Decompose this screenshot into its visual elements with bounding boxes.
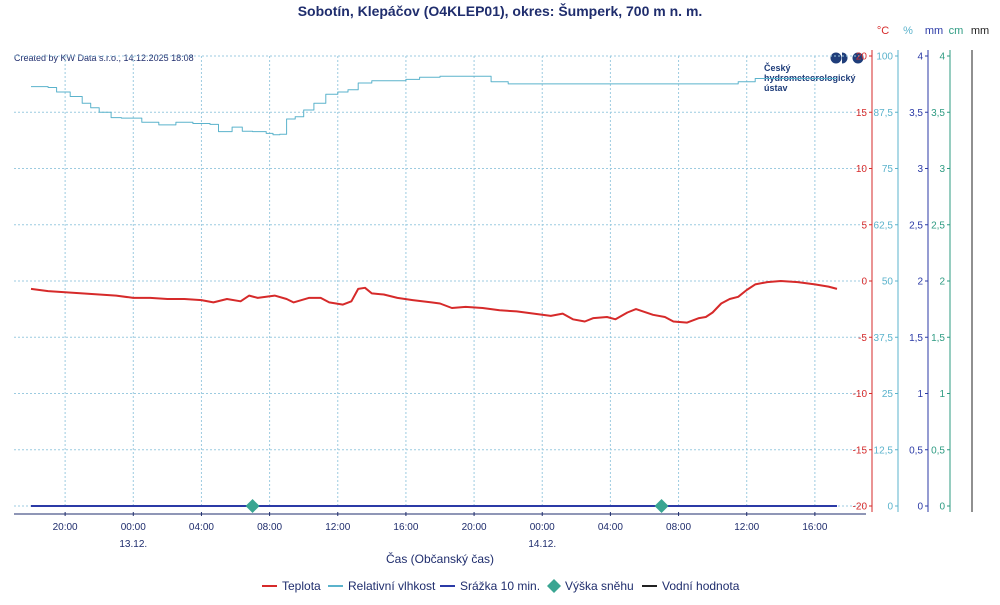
y-axis-unit: mm: [925, 25, 943, 37]
y-tick-label: 3: [917, 164, 923, 175]
x-tick-label: 16:00: [393, 522, 418, 533]
logo-line-1: Český: [764, 62, 791, 73]
y-tick-label: 0: [861, 277, 867, 288]
legend-label: Srážka 10 min.: [460, 579, 540, 593]
x-tick-label: 20:00: [53, 522, 78, 533]
legend-label: Vodní hodnota: [662, 579, 740, 593]
y-tick-label: 4: [917, 52, 923, 63]
y-tick-label: 100: [876, 52, 893, 63]
credit-text: Created by KW Data s.r.o., 14.12.2025 18…: [14, 53, 194, 63]
series-line-relativn-vlhkost: [31, 75, 837, 136]
y-tick-label: 10: [856, 164, 868, 175]
chart-title: Sobotín, Klepáčov (O4KLEP01), okres: Šum…: [298, 2, 703, 19]
y-tick-label: 0,5: [931, 445, 945, 456]
y-tick-label: 1: [939, 389, 945, 400]
y-tick-label: 2,5: [931, 220, 945, 231]
y-tick-label: 37,5: [874, 333, 894, 344]
y-axis-unit: °C: [877, 25, 889, 37]
y-tick-label: -20: [853, 502, 868, 513]
legend-label: Teplota: [282, 579, 321, 593]
legend-label: Výška sněhu: [565, 579, 634, 593]
y-axis-unit: %: [903, 25, 913, 37]
x-tick-label: 08:00: [666, 522, 691, 533]
x-tick-label: 04:00: [598, 522, 623, 533]
snow-depth-marker: [654, 499, 669, 513]
y-tick-label: 2: [939, 277, 945, 288]
chmi-logo: Český hydrometeorologický ústav: [764, 52, 864, 93]
series-line-teplota: [30, 280, 838, 324]
x-tick-label: 16:00: [802, 522, 827, 533]
legend-label: Relativní vlhkost: [348, 579, 436, 593]
y-tick-label: 1: [917, 389, 923, 400]
axes: 20:00 00:00 13.12. 04:00 08:00 12:00 16:00 20:0…: [14, 25, 989, 550]
y-tick-label: 1,5: [909, 333, 923, 344]
y-tick-label: 25: [882, 389, 894, 400]
snow-depth-marker: [245, 499, 260, 513]
series-layer: [30, 75, 838, 513]
y-tick-label: 1,5: [931, 333, 945, 344]
y-tick-label: 3: [939, 164, 945, 175]
x-axis-label: Čas (Občanský čas): [386, 551, 494, 566]
y-tick-label: 0: [887, 502, 893, 513]
y-tick-label: 50: [882, 277, 894, 288]
x-tick-label: 00:00: [530, 522, 555, 533]
y-tick-label: 15: [856, 108, 868, 119]
y-tick-label: 75: [882, 164, 894, 175]
x-tick-label: 12:00: [325, 522, 350, 533]
logo-dot-left: [830, 52, 842, 64]
y-tick-label: 3,5: [931, 108, 945, 119]
legend: Teplota Relativní vlhkost Srážka 10 min. Vý…: [262, 579, 740, 593]
x-tick-label: 12:00: [734, 522, 759, 533]
y-tick-label: -10: [853, 389, 868, 400]
y-tick-label: 3,5: [909, 108, 923, 119]
y-tick-label: 0: [939, 502, 945, 513]
grid: [14, 55, 866, 507]
y-tick-label: 2: [917, 277, 923, 288]
y-tick-label: -15: [853, 445, 868, 456]
x-date-label: 13.12.: [119, 539, 147, 550]
logo-half-dot: [842, 52, 848, 64]
y-tick-label: 5: [861, 220, 867, 231]
y-tick-label: 12,5: [874, 445, 894, 456]
y-tick-label: 20: [856, 52, 868, 63]
y-tick-label: 0: [917, 502, 923, 513]
x-tick-label: 08:00: [257, 522, 282, 533]
y-tick-label: 62,5: [874, 220, 894, 231]
y-axis-unit: cm: [949, 25, 964, 37]
y-tick-label: 4: [939, 52, 945, 63]
y-tick-label: 2,5: [909, 220, 923, 231]
y-axis-unit: mm: [971, 25, 989, 37]
x-tick-label: 00:00: [121, 522, 146, 533]
legend-marker: [547, 579, 561, 593]
y-tick-label: -5: [858, 333, 867, 344]
logo-line-3: ústav: [764, 83, 788, 93]
x-date-label: 14.12.: [528, 539, 556, 550]
x-tick-label: 04:00: [189, 522, 214, 533]
logo-dot-right: [852, 52, 864, 64]
y-tick-label: 87,5: [874, 108, 894, 119]
x-tick-label: 20:00: [462, 522, 487, 533]
y-tick-label: 0,5: [909, 445, 923, 456]
